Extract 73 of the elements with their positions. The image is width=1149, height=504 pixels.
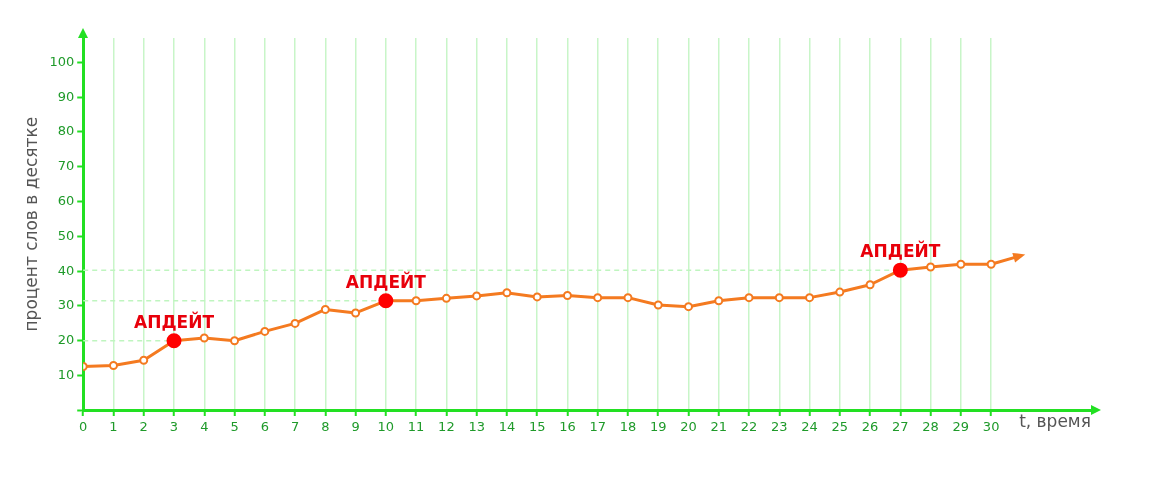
x-tick-label: 18 xyxy=(619,418,637,434)
point xyxy=(199,333,209,343)
x-tick-label: 28 xyxy=(922,418,939,434)
point xyxy=(683,302,693,312)
x-tick-label: 2 xyxy=(139,418,148,434)
x-tick-label: 8 xyxy=(321,418,330,434)
point xyxy=(805,293,815,303)
x-axis-title: t, время xyxy=(1019,410,1091,431)
y-tick-label: 80 xyxy=(57,123,75,139)
point xyxy=(653,300,663,310)
x-tick-label: 5 xyxy=(230,418,239,434)
point xyxy=(926,262,936,272)
x-tick-label: 19 xyxy=(649,418,667,434)
x-tick-label: 12 xyxy=(438,418,455,434)
annotation: АПДЕЙТ xyxy=(860,240,941,262)
point xyxy=(108,361,118,370)
point xyxy=(956,259,966,269)
x-tick-label: 13 xyxy=(468,418,485,434)
x-tick-label: 23 xyxy=(771,418,788,434)
annotation: АПДЕЙТ xyxy=(345,270,427,292)
y-tick-label: 20 xyxy=(57,332,75,348)
point xyxy=(320,304,330,314)
point xyxy=(472,291,482,301)
y-tick-label: 100 xyxy=(49,53,75,69)
point xyxy=(835,287,845,297)
y-tick-label: 10 xyxy=(57,366,75,382)
x-tick-label: 21 xyxy=(710,418,728,434)
x-tick-label: 1 xyxy=(109,418,118,434)
x-tick-label: 10 xyxy=(377,418,395,434)
x-tick-label: 14 xyxy=(498,418,516,434)
point xyxy=(593,293,603,303)
x-tick-label: 7 xyxy=(290,418,300,434)
x-tick-label: 17 xyxy=(589,418,606,434)
point xyxy=(986,259,996,269)
x-tick-label: 15 xyxy=(528,418,546,434)
point xyxy=(139,355,149,365)
y-tick-label: 60 xyxy=(57,192,75,208)
point xyxy=(714,296,724,306)
x-tick-label: 20 xyxy=(680,418,697,434)
x-tick-label: 9 xyxy=(351,418,360,434)
x-tick-label: 26 xyxy=(861,418,879,434)
x-tick-label: 11 xyxy=(407,418,425,434)
x-tick-label: 25 xyxy=(831,418,849,434)
point xyxy=(774,293,784,303)
x-tick-label: 27 xyxy=(892,418,909,434)
y-axis-title: процент слов в десятке xyxy=(20,116,41,332)
x-tick-label: 6 xyxy=(260,418,269,434)
x-tick-label: 4 xyxy=(200,418,209,434)
point xyxy=(260,326,270,336)
y-tick-label: 40 xyxy=(57,262,75,278)
y-tick-label: 70 xyxy=(57,158,75,174)
point xyxy=(230,336,240,346)
x-tick-label: 3 xyxy=(169,418,179,434)
x-tick-label: 24 xyxy=(801,418,818,434)
point xyxy=(623,293,633,303)
point xyxy=(290,318,300,328)
x-tick-label: 22 xyxy=(740,418,758,434)
x-tick-label: 16 xyxy=(559,418,576,434)
annotation: АПДЕЙТ xyxy=(134,310,215,332)
point xyxy=(502,288,512,298)
point xyxy=(411,296,421,306)
point xyxy=(441,293,451,303)
x-tick-label: 30 xyxy=(982,418,1000,434)
y-tick-label: 90 xyxy=(57,88,75,104)
point xyxy=(562,291,572,301)
y-tick-label: 50 xyxy=(57,227,75,243)
point xyxy=(532,292,542,302)
y-tick-label: 30 xyxy=(57,297,75,313)
point xyxy=(865,280,875,290)
x-tick-label: 29 xyxy=(952,418,970,434)
point xyxy=(744,293,754,303)
x-tick-label: 0 xyxy=(79,418,88,434)
point xyxy=(351,308,361,318)
